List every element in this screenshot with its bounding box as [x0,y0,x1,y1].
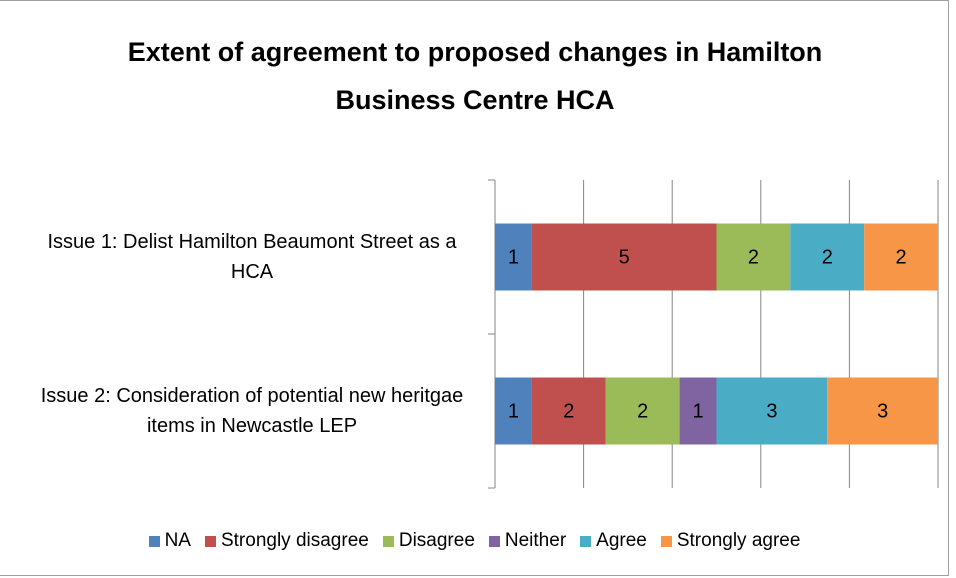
category-label: Issue 2: Consideration of potential new … [40,385,464,437]
legend-item: Strongly disagree [204,530,369,552]
bar-segment [827,377,938,445]
legend-swatch [148,535,160,547]
legend-label: NA [164,530,191,551]
data-label: 3 [766,400,777,422]
bar-segment [790,223,865,291]
legend-label: Strongly disagree [220,530,369,551]
legend-item: Disagree [382,530,475,552]
bar-segment [531,377,606,445]
data-label: 1 [692,400,703,422]
legend-swatch [382,535,394,547]
bar-segment [495,223,532,291]
bar-segment [716,377,828,445]
chart-title: Extent of agreement to proposed changes … [127,37,823,115]
legend-label: Neither [504,530,567,551]
bar-segment [716,223,791,291]
legend-label: Strongly agree [676,530,801,551]
bar-segment [864,223,938,291]
legend-swatch [580,535,592,547]
legend-item: Agree [580,530,647,552]
data-label: 1 [508,246,519,268]
legend-swatch [204,535,216,547]
bar-segment [605,377,680,445]
bar-segment [679,377,717,445]
legend-label: Disagree [398,530,475,551]
data-label: 2 [896,246,907,268]
legend-label: Agree [596,530,647,551]
data-label: 3 [877,400,888,422]
legend-swatch [488,535,500,547]
legend-item: Strongly agree [660,530,801,552]
data-label: 1 [508,400,519,422]
legend-item: Neither [488,530,567,552]
bar-segment [495,377,532,445]
legend: NA Strongly disagree Disagree Neither Agree S… [0,530,949,552]
bar-segment [531,223,717,291]
data-label: 5 [619,246,630,268]
data-label: 2 [822,246,833,268]
data-label: 2 [748,246,759,268]
data-label: 2 [637,400,648,422]
legend-swatch [660,535,672,547]
legend-item: NA [148,530,191,552]
category-label: Issue 1: Delist Hamilton Beaumont Street… [47,231,457,283]
data-label: 2 [563,400,574,422]
